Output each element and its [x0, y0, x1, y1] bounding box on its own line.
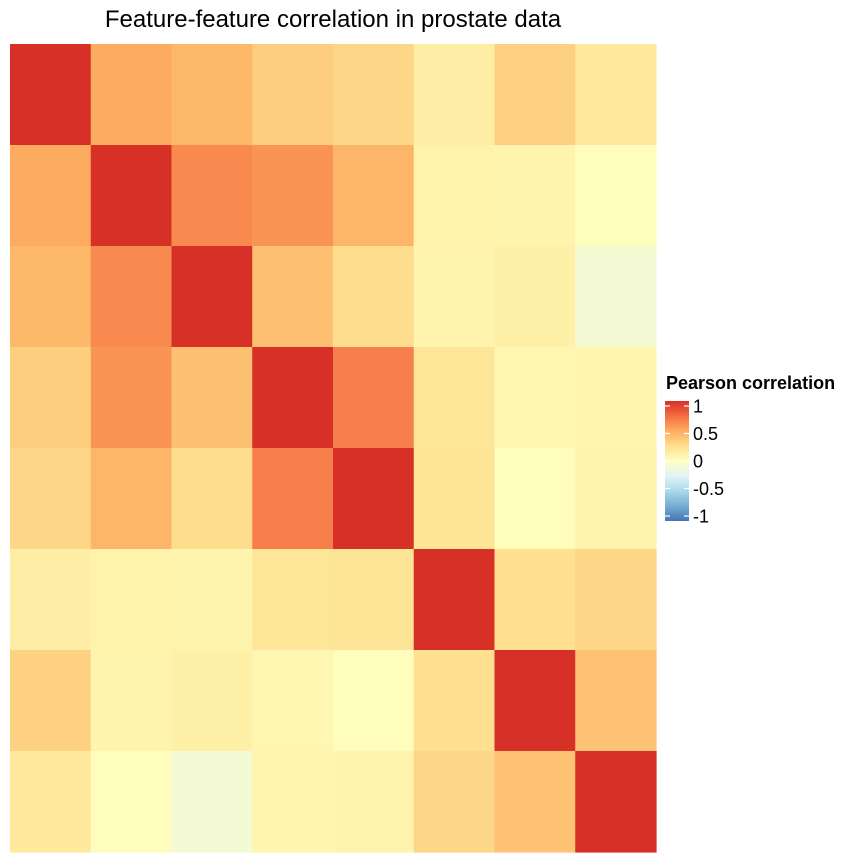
legend-title: Pearson correlation	[666, 373, 836, 393]
heatmap-cell-r3-c3	[171, 246, 253, 348]
heatmap-cell-r8-c1	[10, 751, 92, 853]
heatmap-cell-r3-c1	[10, 246, 92, 348]
heatmap-cell-r8-c6	[413, 751, 496, 853]
heatmap-cell-r2-c3	[171, 145, 253, 247]
heatmap-cell-r1-c7	[494, 44, 576, 146]
heatmap-cell-r3-c2	[90, 246, 173, 348]
heatmap-cell-r7-c4	[252, 650, 334, 752]
heatmap-cell-r5-c2	[90, 448, 173, 550]
heatmap-cell-r4-c3	[171, 347, 253, 449]
heatmap-cell-r3-c5	[333, 246, 415, 348]
heatmap-cell-r2-c7	[494, 145, 576, 247]
heatmap-cell-r4-c5	[333, 347, 415, 449]
heatmap-cell-r5-c7	[494, 448, 576, 550]
heatmap-cell-r4-c4	[252, 347, 334, 449]
chart-title: Feature-feature correlation in prostate …	[104, 6, 562, 33]
heatmap-cell-r4-c8	[575, 347, 657, 449]
heatmap-cell-r2-c1	[10, 145, 92, 247]
heatmap-cell-r1-c1	[10, 44, 92, 146]
heatmap-cell-r4-c7	[494, 347, 576, 449]
heatmap-cell-r1-c5	[333, 44, 415, 146]
heatmap-cell-r7-c2	[90, 650, 173, 752]
heatmap-cell-r5-c1	[10, 448, 92, 550]
heatmap-cell-r4-c6	[413, 347, 496, 449]
heatmap-cell-r8-c4	[252, 751, 334, 853]
heatmap-cell-r6-c5	[333, 549, 415, 651]
heatmap-cell-r5-c6	[413, 448, 496, 550]
heatmap-cell-r7-c8	[575, 650, 657, 752]
heatmap-cells	[10, 44, 657, 853]
heatmap-cell-r4-c1	[10, 347, 92, 449]
heatmap-cell-r7-c5	[333, 650, 415, 752]
heatmap-cell-r8-c7	[494, 751, 576, 853]
heatmap-cell-r2-c4	[252, 145, 334, 247]
heatmap-cell-r2-c2	[90, 145, 173, 247]
heatmap-cell-r4-c2	[90, 347, 173, 449]
legend-tick-label: 1	[693, 397, 703, 417]
heatmap-cell-r5-c3	[171, 448, 253, 550]
heatmap-cell-r7-c7	[494, 650, 576, 752]
heatmap-cell-r2-c8	[575, 145, 657, 247]
heatmap-cell-r5-c8	[575, 448, 657, 550]
heatmap-cell-r6-c1	[10, 549, 92, 651]
heatmap-cell-r7-c1	[10, 650, 92, 752]
heatmap-cell-r3-c7	[494, 246, 576, 348]
heatmap-cell-r7-c6	[413, 650, 496, 752]
legend-tick-label: -0.5	[693, 479, 724, 499]
heatmap-cell-r6-c2	[90, 549, 173, 651]
heatmap-cell-r3-c6	[413, 246, 496, 348]
legend-tick-label: 0	[693, 452, 703, 472]
heatmap-cell-r1-c6	[413, 44, 496, 146]
heatmap-cell-r5-c4	[252, 448, 334, 550]
legend-tick-label: 0.5	[693, 424, 718, 444]
heatmap-cell-r6-c6	[413, 549, 496, 651]
heatmap-cell-r2-c5	[333, 145, 415, 247]
heatmap-cell-r7-c3	[171, 650, 253, 752]
heatmap-cell-r6-c4	[252, 549, 334, 651]
heatmap-cell-r2-c6	[413, 145, 496, 247]
heatmap-cell-r6-c7	[494, 549, 576, 651]
heatmap-cell-r8-c2	[90, 751, 173, 853]
heatmap-cell-r6-c3	[171, 549, 253, 651]
heatmap-cell-r1-c8	[575, 44, 657, 146]
heatmap-cell-r1-c2	[90, 44, 173, 146]
heatmap-cell-r8-c5	[333, 751, 415, 853]
legend-tick-label: -1	[693, 507, 709, 527]
heatmap-cell-r8-c3	[171, 751, 253, 853]
heatmap-cell-r1-c3	[171, 44, 253, 146]
heatmap-cell-r3-c8	[575, 246, 657, 348]
heatmap-cell-r5-c5	[333, 448, 415, 550]
heatmap-cell-r6-c8	[575, 549, 657, 651]
heatmap-cell-r8-c8	[575, 751, 657, 853]
heatmap-cell-r3-c4	[252, 246, 334, 348]
heatmap-cell-r1-c4	[252, 44, 334, 146]
